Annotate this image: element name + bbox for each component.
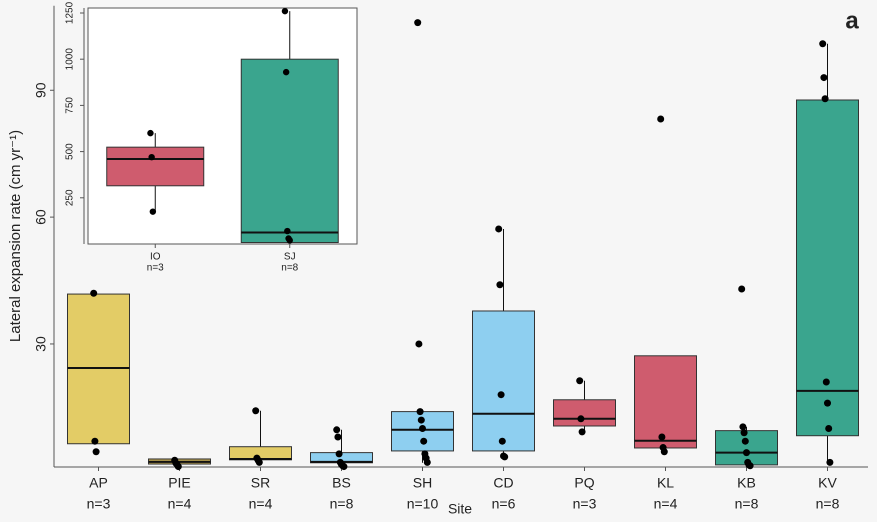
data-point — [576, 377, 584, 385]
y-tick-label: 1000 — [65, 48, 76, 71]
n-label: n=8 — [330, 496, 354, 512]
n-label: n=3 — [147, 263, 164, 274]
data-point — [825, 425, 833, 433]
data-point — [419, 425, 426, 433]
n-label: n=3 — [573, 496, 597, 512]
y-tick-label: 90 — [33, 82, 49, 98]
data-point — [420, 437, 428, 445]
data-point — [746, 462, 754, 470]
data-point — [335, 450, 343, 458]
box — [553, 399, 616, 427]
x-tick-label: SH — [413, 475, 432, 491]
n-label: n=8 — [281, 263, 298, 274]
data-point — [496, 281, 504, 289]
data-point — [821, 95, 829, 103]
data-point — [334, 433, 342, 441]
data-point — [333, 426, 341, 434]
data-point — [501, 453, 509, 461]
box — [472, 310, 535, 452]
data-point — [739, 423, 747, 431]
y-tick-label: 750 — [65, 97, 76, 114]
box — [634, 355, 697, 449]
n-label: n=3 — [87, 496, 111, 512]
data-point — [91, 437, 99, 445]
x-axis-label: Site — [448, 501, 472, 517]
data-point — [740, 429, 748, 437]
n-label: n=8 — [735, 496, 759, 512]
data-point — [90, 289, 98, 297]
data-point — [822, 378, 830, 386]
data-point — [92, 448, 100, 456]
x-tick-label: KL — [657, 475, 674, 491]
x-tick-label: PIE — [168, 475, 191, 491]
y-tick-label: 60 — [33, 209, 49, 225]
data-point — [497, 391, 505, 399]
x-tick-label: SR — [251, 475, 270, 491]
box — [240, 58, 339, 244]
data-point — [495, 225, 503, 233]
n-label: n=4 — [654, 496, 678, 512]
n-label: n=4 — [249, 496, 273, 512]
data-point — [738, 285, 746, 293]
data-point — [286, 237, 293, 244]
n-label: n=6 — [492, 496, 516, 512]
data-point — [255, 458, 263, 466]
panel-label: a — [845, 7, 859, 34]
n-label: n=10 — [407, 496, 439, 512]
data-point — [578, 428, 586, 436]
y-tick-label: 250 — [65, 189, 76, 206]
x-tick-label: KB — [737, 475, 756, 491]
data-point — [148, 153, 155, 161]
x-tick-label: PQ — [574, 475, 594, 491]
y-tick-label: 30 — [33, 336, 49, 352]
data-point — [284, 227, 291, 235]
data-point — [660, 448, 668, 456]
n-label: n=4 — [168, 496, 192, 512]
data-point — [826, 458, 834, 466]
x-tick-label: SJ — [284, 252, 296, 263]
data-point — [741, 437, 749, 445]
y-tick-label: 1250 — [65, 1, 76, 24]
data-point — [414, 19, 422, 27]
data-point — [416, 408, 424, 416]
y-axis-label: Lateral expansion rate (cm yr⁻¹) — [7, 130, 24, 342]
data-point — [415, 340, 423, 348]
data-point — [820, 74, 828, 82]
x-tick-label: IO — [150, 252, 161, 263]
data-point — [281, 7, 289, 15]
data-point — [824, 399, 831, 407]
box — [796, 99, 859, 437]
n-label: n=8 — [816, 496, 840, 512]
x-tick-label: CD — [493, 475, 513, 491]
x-tick-label: AP — [89, 475, 108, 491]
y-tick-label: 500 — [65, 143, 76, 160]
data-point — [577, 415, 585, 423]
data-point — [149, 208, 157, 215]
data-point — [174, 463, 182, 471]
data-point — [498, 437, 506, 445]
data-point — [282, 68, 290, 76]
data-point — [340, 463, 348, 471]
data-point — [743, 449, 750, 457]
data-point — [423, 458, 431, 466]
data-point — [657, 115, 665, 123]
data-point — [147, 129, 154, 137]
data-point — [658, 433, 666, 441]
data-point — [417, 416, 425, 424]
box — [106, 146, 205, 187]
x-tick-label: BS — [332, 475, 351, 491]
data-point — [819, 40, 827, 48]
data-point — [252, 407, 260, 415]
x-tick-label: KV — [818, 475, 837, 491]
